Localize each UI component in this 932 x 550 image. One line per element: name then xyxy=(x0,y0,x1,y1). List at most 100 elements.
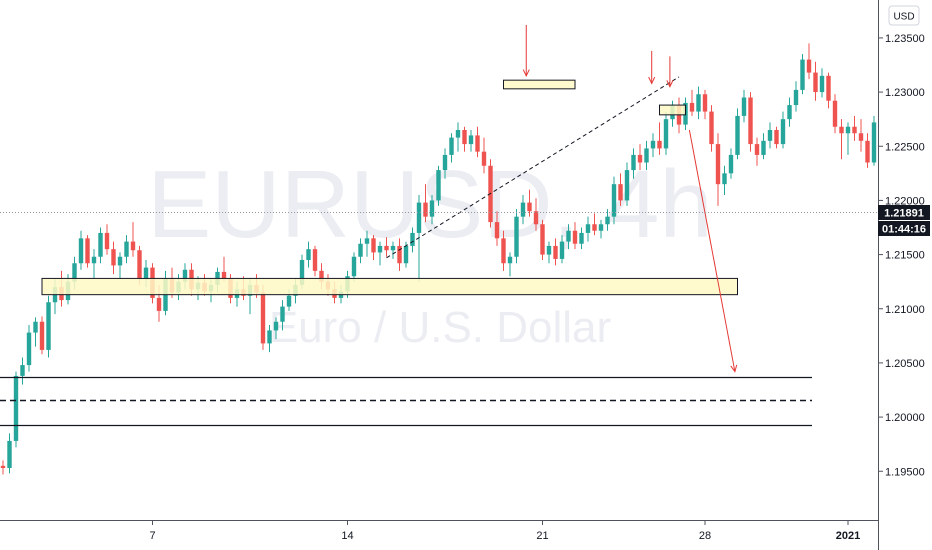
candle-body xyxy=(728,154,734,174)
candle xyxy=(481,137,487,174)
candle xyxy=(553,238,558,266)
candle xyxy=(754,137,760,166)
candle xyxy=(546,241,552,264)
candle-body xyxy=(130,241,136,251)
last-price-tag: 1.21891 01:44:16 xyxy=(878,205,930,236)
candle-body xyxy=(845,126,851,134)
time-axis[interactable]: 714212820211118 xyxy=(149,520,932,542)
candle xyxy=(390,241,396,259)
candle-body xyxy=(741,97,747,116)
candle-body xyxy=(507,256,513,264)
candle-body xyxy=(78,238,84,264)
zone-3[interactable] xyxy=(659,104,686,116)
candle xyxy=(566,224,571,250)
candle-body xyxy=(221,271,227,279)
candle-body xyxy=(358,243,363,257)
candle-body xyxy=(455,130,461,138)
candle xyxy=(468,130,474,152)
candle xyxy=(858,119,864,152)
plot-area[interactable] xyxy=(0,43,896,475)
candle-body xyxy=(624,170,630,201)
candle-body xyxy=(13,375,19,441)
candle-body xyxy=(423,202,428,217)
candle xyxy=(572,222,578,250)
candle-body xyxy=(611,184,617,217)
arrow-head xyxy=(730,364,738,373)
candle-body xyxy=(91,256,97,264)
zone-2[interactable] xyxy=(503,79,576,90)
candle-body xyxy=(442,154,448,171)
candle xyxy=(780,111,786,149)
candle-body xyxy=(371,238,376,253)
arrow-3[interactable] xyxy=(666,56,674,88)
price-axis-background[interactable] xyxy=(878,0,932,550)
arrow-2[interactable] xyxy=(648,50,656,85)
candle-body xyxy=(735,115,740,155)
candle xyxy=(559,235,565,264)
trendline[interactable] xyxy=(386,76,680,259)
candle-body xyxy=(462,130,467,145)
candle xyxy=(819,68,825,98)
candle-body xyxy=(748,97,753,145)
candle xyxy=(800,54,805,95)
candle-body xyxy=(7,440,12,468)
candle-body xyxy=(319,270,324,282)
candle xyxy=(793,81,799,112)
candle-body xyxy=(787,105,792,120)
candle-body xyxy=(527,202,532,212)
candle xyxy=(592,213,597,236)
candle xyxy=(85,235,90,268)
candle-body xyxy=(631,154,636,171)
candle xyxy=(117,252,123,279)
zone-1[interactable] xyxy=(41,277,738,296)
candle-body xyxy=(280,306,285,322)
arrow-head xyxy=(648,76,656,85)
candle xyxy=(267,325,272,353)
candle-body xyxy=(267,330,272,344)
candle-body xyxy=(618,184,623,201)
candle-body xyxy=(501,238,506,264)
candle-body xyxy=(826,75,831,101)
time-tick-label: 2021 xyxy=(836,530,860,542)
candle-body xyxy=(46,302,51,350)
arrow-4[interactable] xyxy=(688,129,738,373)
candle xyxy=(384,237,389,257)
candle-body xyxy=(540,224,545,255)
candle xyxy=(826,72,831,109)
candle xyxy=(46,295,51,358)
candle-body xyxy=(520,202,526,217)
candle xyxy=(631,148,636,179)
candle xyxy=(871,115,877,166)
candle-body xyxy=(572,230,578,244)
candle xyxy=(611,176,617,225)
candle xyxy=(813,61,818,101)
currency-badge[interactable]: USD xyxy=(888,5,920,26)
candle xyxy=(91,249,97,279)
candle xyxy=(787,97,792,127)
candle-body xyxy=(390,245,396,251)
candle xyxy=(364,230,370,257)
candle xyxy=(741,89,747,123)
candle-body xyxy=(871,122,877,163)
candle xyxy=(806,43,812,80)
candle xyxy=(306,241,311,268)
candle-body xyxy=(546,245,552,255)
price-axis[interactable]: 1.23500 1.23000 1.22500 1.22000 1.21500 1.210… xyxy=(878,33,925,478)
price-tick-label: 1.20500 xyxy=(885,358,925,370)
candle-body xyxy=(605,216,610,225)
candle xyxy=(507,252,513,277)
candle-body xyxy=(715,144,721,185)
candle xyxy=(715,133,721,206)
candle-body xyxy=(579,232,584,244)
candle-body xyxy=(429,200,435,217)
drawings-layer[interactable] xyxy=(0,24,812,427)
candle xyxy=(663,111,669,155)
candle xyxy=(98,227,103,264)
candle xyxy=(410,227,415,253)
candle-body xyxy=(156,297,162,311)
arrow-1[interactable] xyxy=(522,24,530,77)
candle xyxy=(7,433,12,474)
candle xyxy=(397,238,402,271)
candle-body xyxy=(111,249,116,266)
